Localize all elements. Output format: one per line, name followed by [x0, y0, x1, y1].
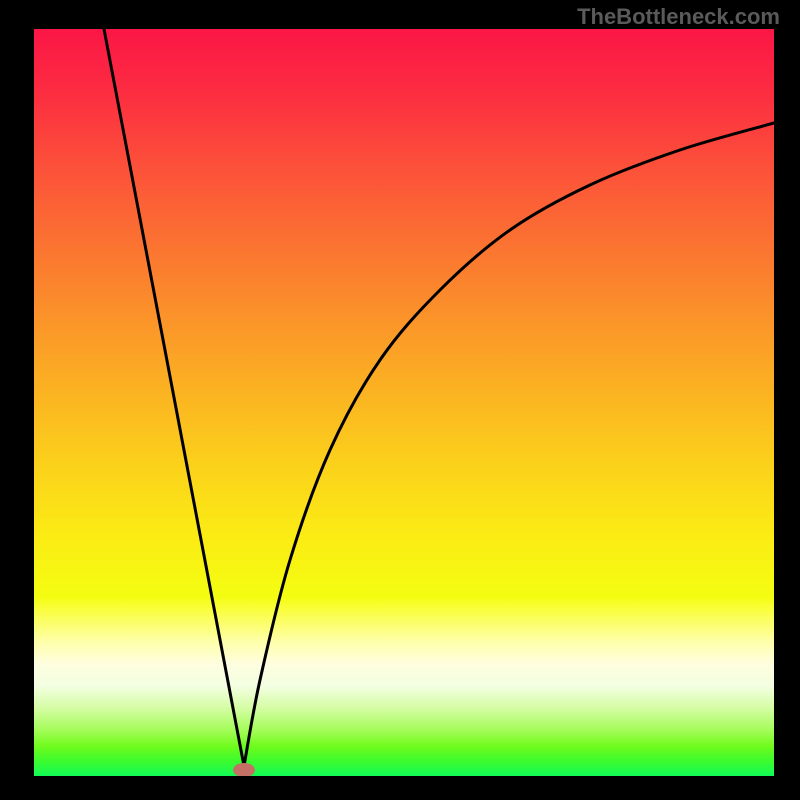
chart-plot-area: [34, 29, 774, 776]
chart-background: [34, 29, 774, 776]
chart-svg: [34, 29, 774, 776]
watermark-text: TheBottleneck.com: [577, 4, 780, 30]
